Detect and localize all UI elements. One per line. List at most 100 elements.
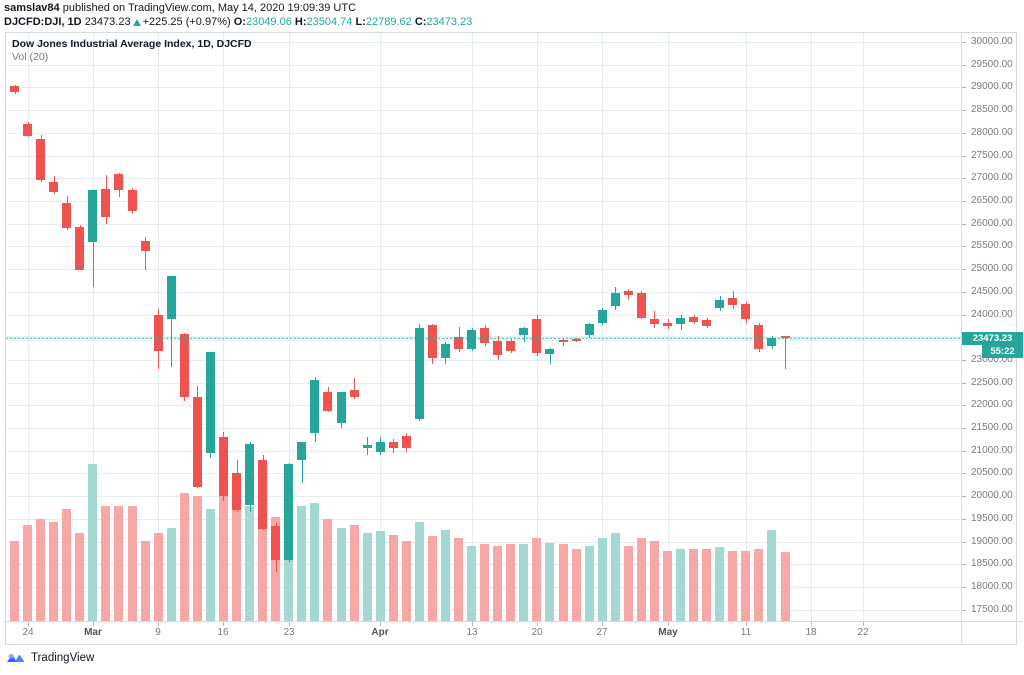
time-axis[interactable]: 24 Mar 9 16 23 Apr 13 20 27 May 11 18 22 [6,622,1023,644]
time-axis-tick [158,622,159,626]
volume-bar [715,547,725,621]
candle-body [519,328,529,336]
volume-bar [349,525,359,621]
candle-body [401,436,411,449]
time-axis-label: 23 [283,627,295,638]
candle-body [649,319,659,325]
time-axis-tick [472,622,473,626]
candle-body [741,304,751,320]
candle-body [258,459,268,529]
price-axis-label: 25500.00 [971,240,1013,251]
volume-bar [467,546,477,621]
candle-body [754,325,764,349]
volume-bar [480,544,490,621]
candle-body [101,189,111,218]
volume-bar [36,519,46,621]
candle-body [10,86,19,92]
price-axis[interactable]: 30000.00 29500.00 29000.00 28500.00 28000.00… [962,33,1023,621]
volume-bar [558,544,568,621]
volume-bar [258,525,268,621]
candle-body [388,441,398,449]
time-axis-tick [746,622,747,626]
footer-brand: TradingView [6,651,94,665]
volume-bar [218,485,228,621]
current-price-badge[interactable]: 23473.23 [962,332,1023,345]
close-value: 23473.23 [426,16,473,28]
countdown-badge[interactable]: 55:22 [982,345,1023,358]
candle-body [232,473,242,510]
high-value: 23504.74 [306,16,353,28]
gridline-horizontal [6,428,961,429]
gridline-horizontal [6,292,961,293]
candle-body [506,340,516,351]
price-axis-label: 20000.00 [971,490,1013,501]
volume-bar [728,551,738,621]
price-axis-tick [962,87,966,88]
price-axis-label: 26000.00 [971,218,1013,229]
axis-corner-separator [961,621,962,644]
gridline-vertical [863,33,864,621]
price-axis-tick [962,269,966,270]
time-axis-label: May [658,627,678,638]
volume-bar [767,530,777,621]
gridline-horizontal [6,65,961,66]
time-axis-tick [811,622,812,626]
volume-bar [689,549,699,621]
candle-body [767,338,777,347]
volume-bar [584,546,594,621]
time-axis-label: Apr [371,627,389,638]
price-axis-tick [962,246,966,247]
volume-bar [780,552,790,621]
gridline-horizontal [6,542,961,543]
volume-bar [375,531,385,621]
price-axis-label: 20500.00 [971,467,1013,478]
price-axis-tick [962,292,966,293]
open-value: 23049.06 [245,16,292,28]
volume-bar [414,522,424,621]
price-axis-tick [962,610,966,611]
gridline-horizontal [6,315,961,316]
time-axis-tick [537,622,538,626]
price-axis-tick [962,42,966,43]
candle-body [49,182,59,192]
candle-body [36,138,46,181]
time-axis-tick [602,622,603,626]
volume-bar [192,496,202,621]
time-axis-tick [93,622,94,626]
candle-body [584,323,594,336]
candle-body [271,525,281,560]
price-axis-tick [962,405,966,406]
volume-bar [232,499,242,621]
volume-bar [23,525,33,621]
candle-body [610,292,620,307]
candle-body [140,240,150,251]
volume-bar [506,544,516,621]
candle-body [597,309,607,323]
candle-body [23,123,33,136]
candle-body [192,397,202,488]
gridline-horizontal [6,87,961,88]
candle-body [558,340,568,343]
price-axis-tick [962,451,966,452]
candle-wick [171,315,172,367]
candle-body [349,390,359,398]
candle-body [75,227,85,270]
price-axis-label: 27500.00 [971,150,1013,161]
volume-bar [454,538,464,621]
candle-body [480,328,490,343]
price-axis-label: 30000.00 [971,36,1013,47]
time-axis-tick [668,622,669,626]
candle-body [284,464,294,560]
symbol-label[interactable]: DJCFD:DJI, 1D [4,16,82,28]
candle-wick [785,335,786,370]
candle-wick [550,348,551,365]
candle-body [427,324,437,358]
volume-bar [10,541,19,621]
brand-name: TradingView [31,652,95,664]
time-axis-tick [289,622,290,626]
candle-body [545,349,555,354]
gridline-horizontal [6,383,961,384]
time-axis-tick [223,622,224,626]
price-axis-tick [962,473,966,474]
price-plot-area[interactable] [6,33,961,621]
